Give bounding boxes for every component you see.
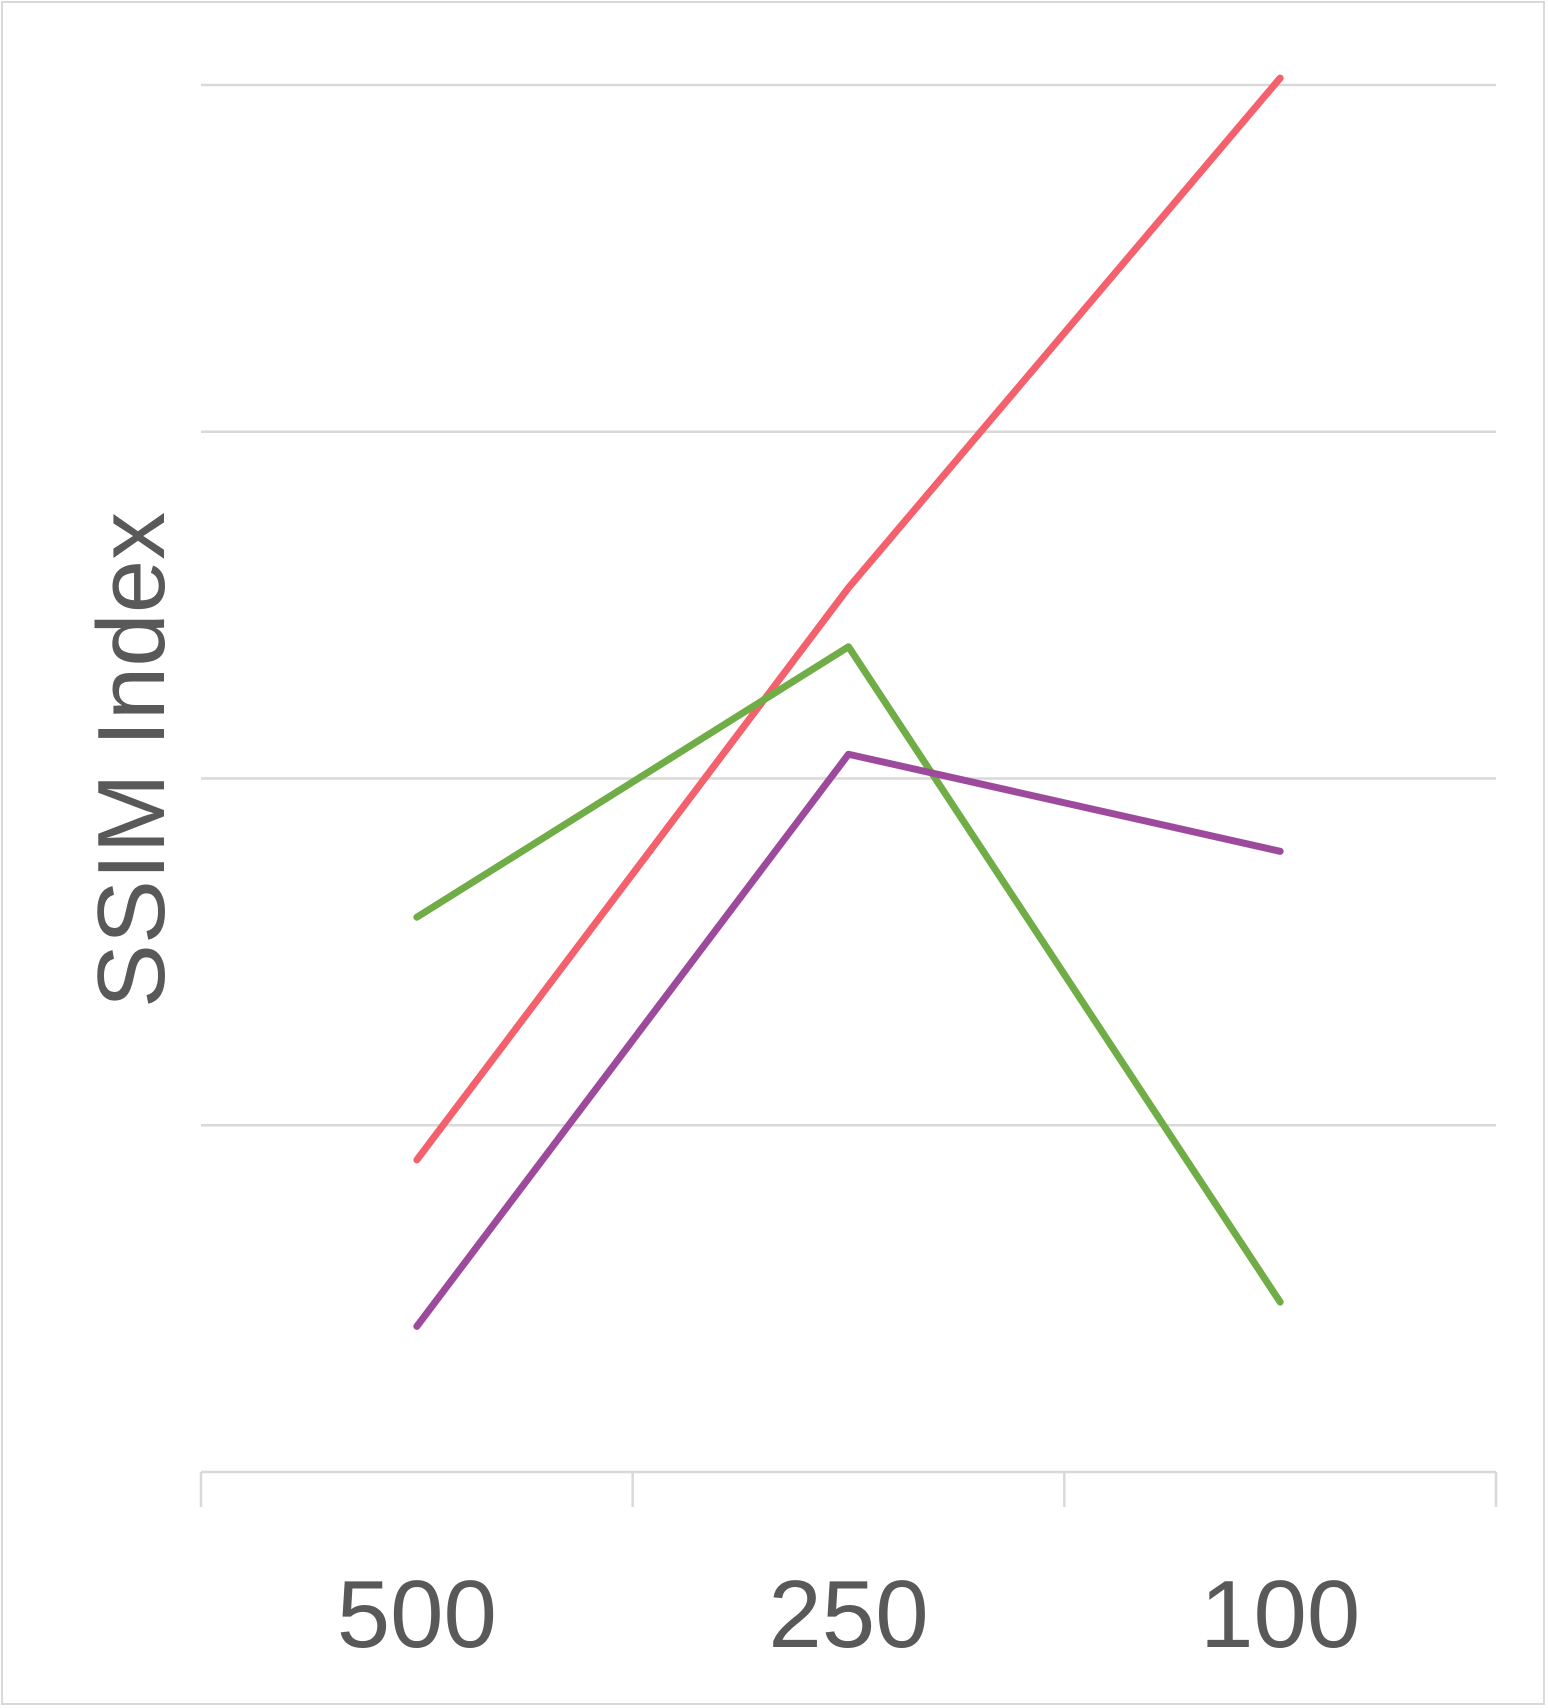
series-line-2 [413, 643, 1284, 1306]
x-tick-label: 250 [768, 1561, 928, 1668]
series-line-3 [413, 750, 1284, 1330]
y-axis-title: SSIM Index [78, 512, 185, 1008]
gridlines [201, 83, 1496, 1127]
series-line-1 [413, 74, 1284, 1164]
x-tick-label: 500 [337, 1561, 497, 1668]
x-tick-labels: 500 250 100 [337, 1561, 1361, 1668]
x-axis [199, 1470, 1498, 1507]
series-lines [413, 74, 1284, 1330]
x-tick-label: 100 [1200, 1561, 1360, 1668]
